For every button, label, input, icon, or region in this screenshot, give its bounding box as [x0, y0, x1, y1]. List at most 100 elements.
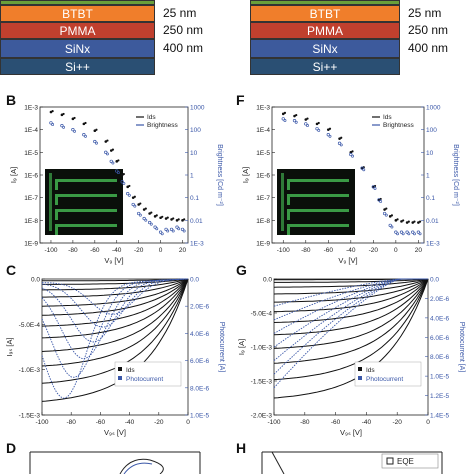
ids-point [283, 111, 287, 114]
y-tick-label: -2.0E-3 [251, 413, 273, 420]
chart-c: 0.0 -5.0E-4 -1.0E-3 -1.5E-3 0.0 2.0E-6 4.0E-6 6… [5, 277, 225, 438]
brightness-point [82, 133, 86, 137]
x-axis-label: V₉ₛ [V] [340, 428, 362, 437]
brightness-point [142, 216, 146, 221]
d-curve [119, 458, 164, 474]
y-right-tick-label: 1000 [426, 105, 441, 112]
chart-b: 1E-9 1E-8 1E-7 1E-6 1E-5 1E-4 1E-3 1E-3 0.01 0.1 1… [9, 105, 223, 266]
x-tick-label: -20 [154, 419, 164, 426]
x-tick-label: 0 [426, 419, 430, 426]
brightness-point [109, 159, 113, 164]
photocurrent-curve [41, 278, 189, 360]
ids-point [328, 127, 332, 130]
brightness-point [149, 222, 153, 226]
brightness-point [294, 120, 298, 124]
x-tick-label: 0 [186, 419, 190, 426]
chart-f: 1E-9 1E-8 1E-7 1E-6 1E-5 1E-4 1E-3 1E-3 0.01 0.1 1… [241, 105, 459, 266]
y-right-axis-label: Brightness [Cd m⁻²] [452, 144, 459, 206]
legend-ids-label: Ids [366, 367, 375, 374]
y-tick-label: 1E-6 [24, 173, 38, 180]
brightness-point [388, 223, 392, 228]
y-right-axis-label: Photocurrent [A] [458, 322, 465, 373]
y-right-tick-label: 1 [190, 173, 194, 180]
thickness-pmma-left: 250 nm [163, 23, 204, 37]
brightness-point [315, 127, 319, 131]
brightness-point [160, 232, 164, 236]
x-tick-label: -20 [134, 247, 144, 254]
y-right-tick-label: 0.0 [430, 277, 439, 284]
ids-curve [41, 278, 189, 307]
ids-curve [273, 278, 429, 399]
brightness-point [144, 218, 148, 222]
y-right-axis-label: Brightness [Cd m⁻²] [216, 144, 223, 206]
ids-curve [41, 278, 189, 352]
y-right-tick-label: 2.0E-6 [430, 296, 450, 303]
layer-top-partial-right [250, 0, 400, 5]
x-tick-label: -60 [96, 419, 106, 426]
panel-label-c: C [6, 262, 17, 278]
brightness-point [104, 150, 108, 154]
ids-curve [274, 278, 429, 303]
y-tick-label: -1.5E-3 [19, 413, 41, 420]
ids-curve [273, 278, 429, 336]
y-tick-label: -1.5E-3 [251, 379, 273, 386]
layer-si-left: Si++ [0, 58, 155, 75]
ids-point [413, 220, 416, 223]
brightness-point [411, 230, 415, 234]
ids-point [418, 220, 422, 223]
layer-sinx-right: SiNx [250, 39, 400, 58]
plot-frame [41, 278, 189, 416]
y-right-tick-label: 100 [426, 127, 437, 134]
y-axis-label: I₉ₛ [A] [5, 337, 14, 356]
brightness-point [126, 192, 130, 196]
y-right-tick-label: 0.01 [190, 218, 203, 225]
y-right-tick-label: 1000 [190, 105, 205, 112]
ids-curve [42, 278, 189, 298]
photocurrent-curve [273, 278, 428, 361]
layer-si-right: Si++ [250, 58, 400, 75]
y-right-tick-label: 4.0E-6 [430, 315, 450, 322]
h-legend-box [381, 453, 439, 469]
brightness-point [164, 227, 168, 232]
layer-top-partial [0, 0, 155, 5]
photocurrent-curve [41, 278, 189, 343]
brightness-point [182, 229, 186, 233]
x-tick-label: -100 [277, 247, 290, 254]
y-tick-label: 1E-5 [256, 150, 270, 157]
x-tick-label: -40 [125, 419, 135, 426]
x-axis-label: V₉ [V] [104, 256, 123, 265]
brightness-point [147, 220, 152, 225]
y-tick-label: 0.0 [31, 277, 40, 284]
panel-label-b: B [6, 92, 17, 108]
layer-pmma-left: PMMA [0, 22, 155, 39]
brightness-point [339, 143, 343, 147]
inset-channel-line [55, 194, 117, 197]
thickness-sinx-left: 400 nm [163, 41, 204, 55]
y-right-tick-label: 1.4E-5 [430, 413, 450, 420]
y-right-tick-label: 0.1 [426, 195, 435, 202]
x-tick-label: -80 [68, 247, 78, 254]
inset-channel-line [287, 194, 349, 197]
chart-h-partial: EQE [261, 451, 443, 474]
ids-curve [41, 278, 189, 339]
brightness-point [51, 122, 55, 126]
brightness-point [120, 180, 124, 184]
legend-ids-label: Ids [147, 114, 156, 121]
brightness-point [60, 124, 64, 128]
inset-channel-stub [55, 197, 58, 205]
y-right-tick-label: 8.0E-6 [430, 354, 450, 361]
brightness-point [407, 232, 411, 236]
ids-curve [274, 278, 429, 283]
chart-g: 0.0 -5.0E-4 -1.0E-3 -1.5E-3 -2.0E-3 0.0 2.0E-6… [237, 277, 465, 438]
brightness-point [326, 133, 330, 137]
brightness-point [317, 128, 321, 132]
brightness-point [73, 129, 76, 133]
brightness-point [137, 211, 141, 216]
y-tick-label: 0.0 [263, 277, 272, 284]
y-tick-label: -1.0E-3 [19, 367, 41, 374]
chart-d-partial [29, 451, 201, 474]
ids-point [122, 172, 125, 176]
ids-point [402, 219, 405, 222]
brightness-point [349, 152, 353, 157]
ids-point [317, 121, 320, 125]
